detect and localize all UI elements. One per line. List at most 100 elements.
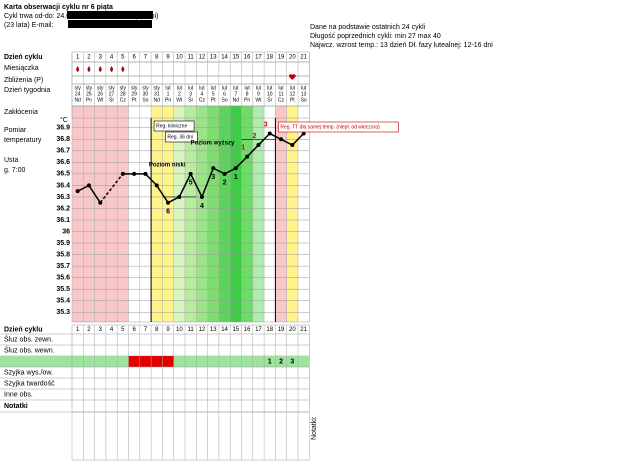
day-number: 3 [99, 55, 103, 61]
day-number: 14 [221, 55, 228, 61]
calendar-dates: 31 [154, 91, 160, 97]
calendar-dates: 11 [278, 91, 283, 97]
point-label: 1 [241, 144, 245, 151]
calendar-dates: 8 [246, 91, 249, 97]
stats: Dane na podstawie ostatnich 24 cykli [310, 24, 426, 31]
calendar-dates: 27 [109, 91, 115, 97]
phase-band [298, 106, 310, 322]
annotation: Reg. kliniczne [156, 123, 187, 129]
redacted [67, 11, 153, 19]
day-number: 1 [76, 55, 80, 61]
calendar-months: lut [256, 85, 262, 91]
calendar-months: lut [177, 85, 183, 91]
y-tick-label: 36.7 [56, 148, 70, 155]
phase-band [230, 106, 242, 322]
calendar-dates: 3 [189, 91, 192, 97]
day-number: 12 [199, 55, 206, 61]
calendar-months: lut [233, 85, 239, 91]
menses-drop [98, 66, 102, 72]
y-tick-label: 35.6 [56, 274, 70, 281]
calendar-dates: 2 [178, 91, 181, 97]
point-label: 4 [200, 203, 204, 210]
temperature-point [75, 189, 80, 194]
calendar-months: lut [188, 85, 194, 91]
notes-label: Notatki: [311, 416, 318, 440]
y-tick-label: 36.2 [56, 205, 70, 212]
y-tick-label: 36.4 [56, 182, 70, 189]
day-number: 9 [166, 55, 170, 61]
y-tick-label: 36.6 [56, 159, 70, 166]
calendar-weekdays: Wt [97, 97, 104, 103]
y-tick-label: 36.1 [56, 217, 70, 224]
calendar-weekdays: Nd [233, 97, 240, 103]
temperature-point [301, 131, 306, 136]
menses-drop [110, 66, 114, 72]
temperature-point [290, 143, 295, 148]
day-number: 18 [266, 327, 273, 333]
calendar-dates: 25 [86, 91, 92, 97]
calendar-dates: 28 [120, 91, 126, 97]
calendar-dates: 26 [97, 91, 103, 97]
phase-band [83, 106, 95, 322]
y-tick-label: 35.3 [56, 309, 70, 316]
calendar-months: sty [86, 85, 93, 91]
calendar-weekdays: So [301, 97, 307, 103]
annotation: Poziom wyższy [191, 141, 235, 147]
row-label: Pomiar [4, 127, 27, 134]
calendar-dates: 10 [267, 91, 273, 97]
calendar-dates: 12 [290, 91, 296, 97]
row-label: Dzień tygodnia [4, 87, 50, 94]
y-tick-label: 36 [62, 228, 70, 235]
redacted [68, 20, 152, 28]
temperature-point [132, 171, 137, 176]
y-tick-label: 35.7 [56, 263, 70, 270]
temperature-point [154, 183, 159, 188]
y-tick-label: 36.3 [56, 194, 70, 201]
calendar-weekdays: Pn [165, 97, 171, 103]
calendar-weekdays: Pn [244, 97, 250, 103]
day-number: 20 [289, 55, 296, 61]
calendar-weekdays: Pt [290, 97, 295, 103]
day-number: 5 [121, 327, 125, 333]
phase-band [105, 106, 118, 322]
point-label: 1 [234, 174, 238, 181]
table-frame [71, 324, 310, 413]
calendar-weekdays: Cz [278, 97, 285, 103]
annotation-box [278, 121, 399, 133]
calendar-months: sty [142, 85, 149, 91]
day-number: 3 [99, 327, 103, 333]
phase-band [218, 106, 231, 322]
calendar-dates: 5 [212, 91, 215, 97]
phase-band [207, 106, 219, 322]
point-label: 3 [211, 174, 215, 181]
phase-band [139, 106, 152, 322]
calendar-dates: 24 [75, 91, 81, 97]
day-number: 13 [210, 55, 217, 61]
row-label: Inne obs. [4, 391, 33, 398]
row-label: °C [60, 116, 68, 124]
calendar-months: lut [245, 85, 251, 91]
calendar-months: lut [222, 85, 228, 91]
phase-band [241, 106, 253, 322]
temperature-point [120, 171, 125, 176]
calendar-dates: 4 [201, 91, 204, 97]
phase-band [72, 106, 84, 322]
day-number: 19 [278, 55, 285, 61]
day-number: 6 [132, 327, 136, 333]
day-number: 16 [244, 55, 251, 61]
calendar-weekdays: Pt [211, 97, 216, 103]
calendar-months: lut [301, 85, 307, 91]
header-row [71, 75, 310, 85]
day-number: 7 [144, 55, 148, 61]
day-number: 6 [132, 55, 136, 61]
phase-band [196, 106, 208, 322]
calendar-weekdays: Śr [267, 95, 272, 103]
annotation-box [165, 131, 198, 143]
phase-band [185, 106, 197, 322]
calendar-dates: 1 [167, 91, 170, 97]
point-label: 2 [252, 133, 256, 140]
day-number: 10 [176, 327, 183, 333]
header-row [71, 61, 310, 77]
day-number: 20 [289, 327, 296, 333]
day-number: 4 [110, 55, 114, 61]
